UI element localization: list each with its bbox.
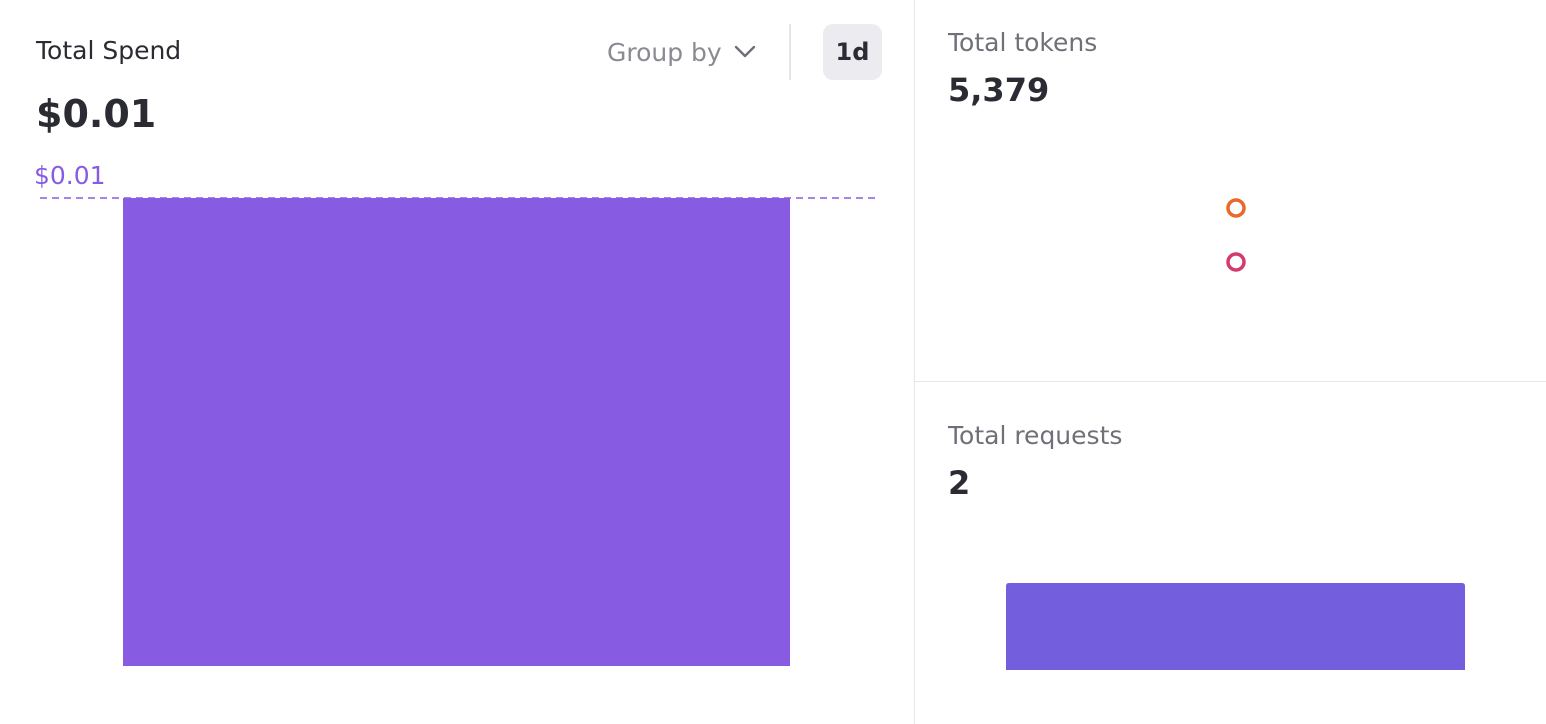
total-tokens-value: 5,379 — [948, 71, 1050, 109]
panel-divider-horizontal — [915, 381, 1546, 382]
requests-bar[interactable] — [1006, 583, 1465, 670]
time-range-1d-button[interactable]: 1d — [823, 24, 882, 80]
tokens-line-chart — [1226, 198, 1246, 272]
total-requests-value: 2 — [948, 464, 971, 502]
total-requests-label: Total requests — [948, 421, 1123, 450]
group-by-dropdown[interactable]: Group by — [607, 34, 756, 70]
total-spend-value: $0.01 — [36, 92, 157, 136]
toolbar-divider — [789, 24, 791, 80]
spend-reference-label: $0.01 — [34, 161, 106, 190]
total-spend-title: Total Spend — [36, 36, 182, 65]
token-point-input[interactable] — [1226, 198, 1246, 218]
chevron-down-icon — [734, 45, 756, 59]
group-by-label: Group by — [607, 37, 722, 67]
requests-bar-chart — [1006, 583, 1465, 670]
panel-divider-vertical — [914, 0, 915, 724]
total-spend-panel: Total Spend $0.01 Group by 1d $0.01 — [34, 24, 882, 666]
spend-bar-chart: $0.01 — [34, 161, 878, 666]
total-tokens-label: Total tokens — [948, 28, 1098, 57]
token-point-output[interactable] — [1226, 252, 1246, 272]
spend-bar[interactable] — [123, 198, 790, 666]
